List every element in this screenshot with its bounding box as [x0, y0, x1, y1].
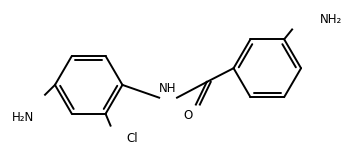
Text: Cl: Cl [126, 132, 138, 145]
Text: NH: NH [159, 82, 177, 95]
Text: NH₂: NH₂ [320, 13, 342, 26]
Text: H₂N: H₂N [12, 111, 34, 124]
Text: O: O [183, 109, 193, 122]
